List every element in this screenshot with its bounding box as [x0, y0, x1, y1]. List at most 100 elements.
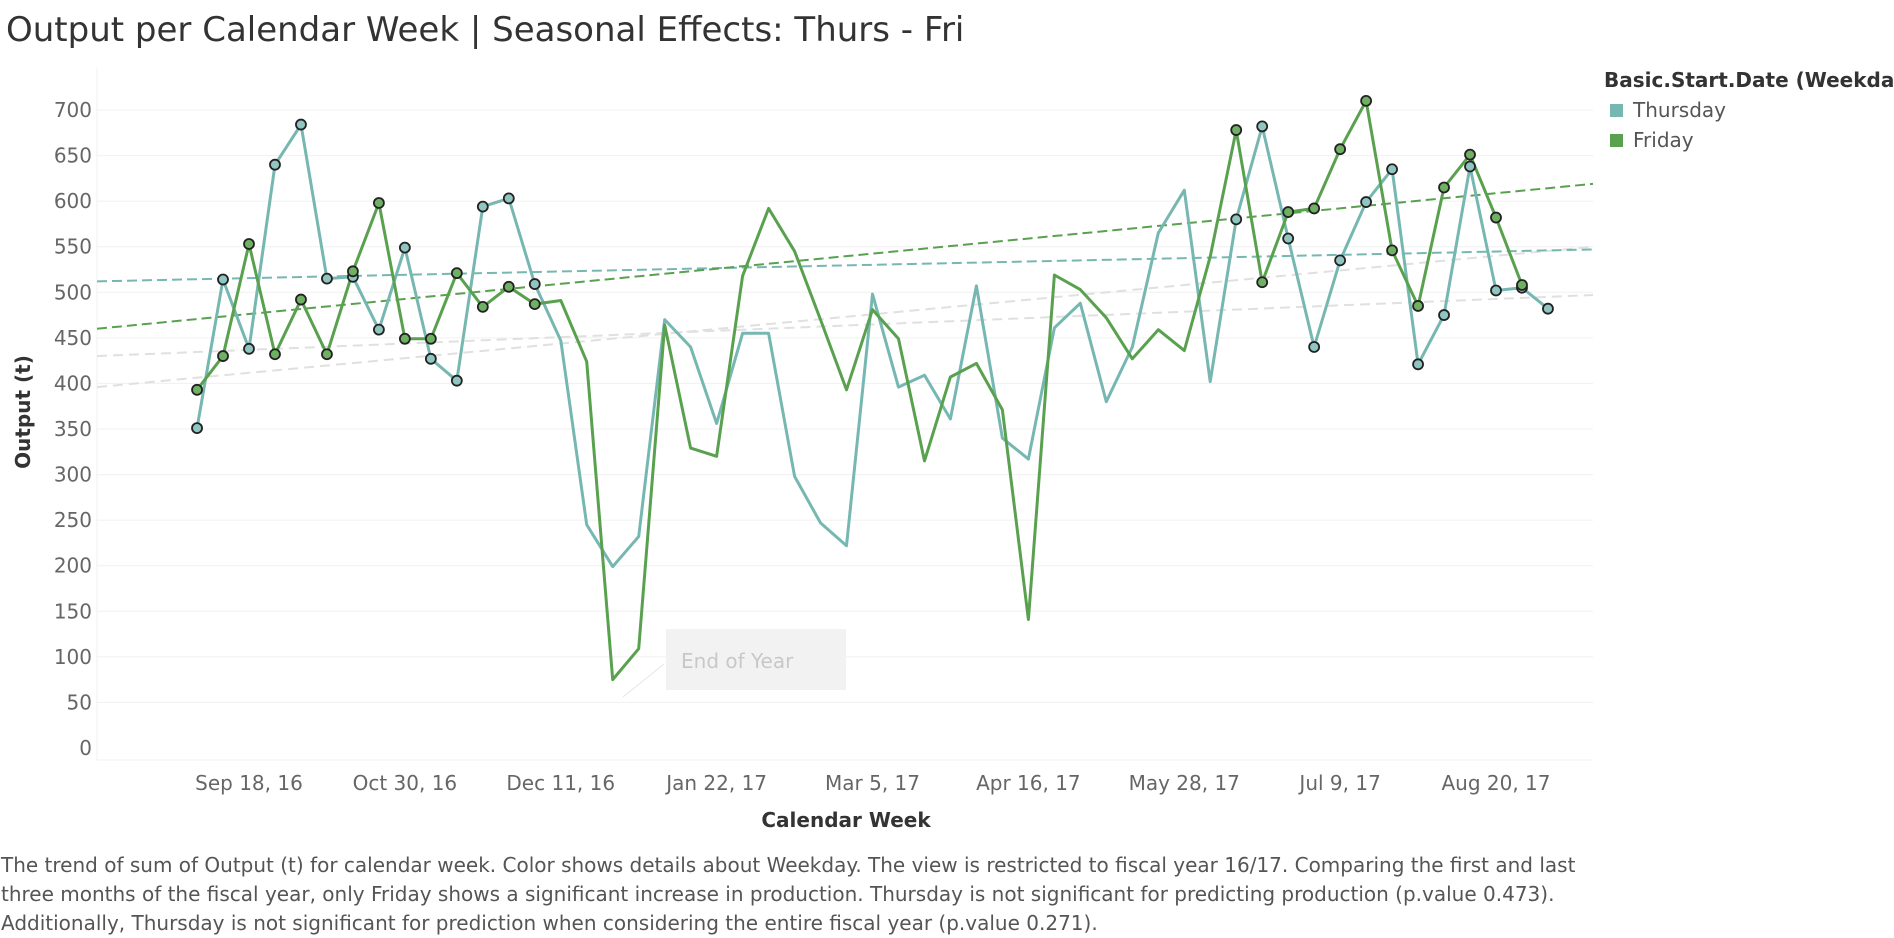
data-point-thursday[interactable] — [1464, 160, 1476, 173]
data-point-friday[interactable] — [450, 267, 463, 280]
data-point-thursday[interactable] — [1308, 341, 1321, 353]
legend-label-thursday: Thursday — [1633, 98, 1726, 122]
data-point-friday[interactable] — [269, 348, 281, 361]
data-point-friday[interactable] — [424, 332, 437, 345]
y-tick-label: 450 — [54, 326, 92, 350]
data-point-friday[interactable] — [1516, 279, 1528, 291]
x-axis-ticks: Sep 18, 16 Oct 30, 16 Dec 11, 16 Jan 22, 17… — [195, 771, 1550, 795]
x-axis-label: Calendar Week — [761, 808, 931, 832]
y-tick-label: 250 — [54, 508, 92, 532]
x-tick-label: Oct 30, 16 — [353, 771, 458, 795]
data-point-friday[interactable] — [295, 293, 307, 306]
data-point-friday[interactable] — [476, 300, 489, 313]
data-point-thursday[interactable] — [424, 352, 437, 365]
y-tick-label: 500 — [54, 280, 92, 304]
y-tick-label: 650 — [54, 144, 92, 168]
legend-label-friday: Friday — [1633, 128, 1694, 152]
data-point-friday[interactable] — [398, 332, 411, 345]
data-point-friday[interactable] — [191, 383, 203, 396]
data-point-thursday[interactable] — [295, 118, 307, 131]
legend-title: Basic.Start.Date (Weekdays) — [1604, 68, 1894, 92]
data-point-thursday[interactable] — [1256, 120, 1269, 133]
data-point-friday[interactable] — [1360, 94, 1373, 107]
data-point-thursday[interactable] — [528, 278, 541, 290]
data-point-friday[interactable] — [1308, 202, 1321, 215]
y-tick-label: 0 — [79, 736, 92, 760]
data-point-thursday[interactable] — [502, 192, 515, 205]
data-point-thursday[interactable] — [1412, 358, 1424, 371]
gridlines — [96, 68, 1593, 761]
caption-line: Additionally, Thursday is not significan… — [1, 911, 1098, 935]
data-point-friday[interactable] — [372, 197, 385, 209]
data-point-friday[interactable] — [528, 298, 541, 311]
line-chart[interactable]: 0 50 100 150 200 250 300 350 400 450 500 550 600 650 7… — [0, 0, 1894, 840]
data-point-friday[interactable] — [321, 348, 333, 361]
legend-swatch-thursday — [1610, 103, 1623, 117]
data-point-thursday[interactable] — [398, 241, 411, 254]
data-point-friday[interactable] — [1490, 211, 1502, 224]
data-point-thursday[interactable] — [321, 272, 333, 285]
data-point-friday[interactable] — [1256, 276, 1269, 289]
data-point-friday[interactable] — [217, 350, 229, 362]
data-point-friday[interactable] — [243, 238, 255, 250]
annotation-connector — [622, 663, 665, 698]
y-tick-label: 700 — [54, 98, 92, 122]
data-point-friday[interactable] — [1230, 124, 1243, 136]
legend-item-thursday[interactable]: Thursday — [1610, 98, 1894, 122]
x-tick-label: Jul 9, 17 — [1297, 771, 1380, 795]
y-tick-label: 300 — [54, 463, 92, 487]
x-tick-label: Aug 20, 17 — [1441, 771, 1550, 795]
chart-caption: The trend of sum of Output (t) for calen… — [1, 851, 1601, 938]
y-tick-label: 150 — [54, 599, 92, 623]
x-tick-label: May 28, 17 — [1129, 771, 1240, 795]
data-point-thursday[interactable] — [269, 158, 281, 171]
data-point-friday[interactable] — [502, 280, 515, 293]
annotation-text: End of Year — [681, 649, 794, 673]
data-point-thursday[interactable] — [243, 342, 255, 355]
data-point-friday[interactable] — [347, 265, 359, 278]
data-point-thursday[interactable] — [450, 374, 463, 387]
x-tick-label: Apr 16, 17 — [976, 771, 1081, 795]
y-tick-label: 400 — [54, 371, 92, 395]
series-markers[interactable] — [191, 94, 1554, 434]
data-point-friday[interactable] — [1386, 244, 1398, 257]
x-tick-label: Dec 11, 16 — [506, 771, 615, 795]
data-point-thursday[interactable] — [476, 200, 489, 213]
data-point-thursday[interactable] — [1230, 213, 1243, 226]
data-point-friday[interactable] — [1282, 206, 1295, 218]
series-line-thursday — [195, 123, 1549, 569]
data-point-thursday[interactable] — [217, 273, 229, 286]
y-tick-label: 600 — [54, 189, 92, 213]
chart-title: Output per Calendar Week | Seasonal Effe… — [6, 10, 965, 50]
data-point-friday[interactable] — [1412, 300, 1424, 312]
y-tick-label: 550 — [54, 235, 92, 259]
data-point-friday[interactable] — [1334, 143, 1347, 156]
caption-line: three months of the fiscal year, only Fr… — [1, 882, 1555, 906]
data-point-friday[interactable] — [1464, 148, 1476, 161]
faint-trend-line — [96, 294, 1594, 358]
data-point-thursday[interactable] — [1438, 309, 1450, 321]
series-line-friday — [195, 99, 1524, 682]
faint-trend-lines — [96, 245, 1594, 389]
data-point-thursday[interactable] — [1386, 163, 1398, 176]
legend: Basic.Start.Date (Weekdays) Thursday Fri… — [1604, 68, 1894, 152]
annotation-box — [666, 629, 846, 690]
y-tick-label: 200 — [54, 554, 92, 578]
y-tick-label: 50 — [67, 690, 92, 714]
data-point-thursday[interactable] — [1360, 196, 1373, 208]
data-point-thursday[interactable] — [191, 422, 203, 434]
y-axis-label: Output (t) — [11, 355, 35, 469]
y-tick-label: 100 — [54, 645, 92, 669]
legend-item-friday[interactable]: Friday — [1610, 128, 1894, 152]
data-point-thursday[interactable] — [1334, 254, 1347, 267]
data-point-friday[interactable] — [1438, 181, 1450, 194]
x-tick-label: Mar 5, 17 — [825, 771, 920, 795]
caption-line: The trend of sum of Output (t) for calen… — [1, 853, 1576, 877]
data-point-thursday[interactable] — [372, 323, 385, 336]
data-point-thursday[interactable] — [1282, 232, 1295, 245]
data-point-thursday[interactable] — [1542, 302, 1554, 315]
faint-trend-line — [96, 245, 1594, 389]
x-tick-label: Jan 22, 17 — [664, 771, 767, 795]
trend-line-friday — [96, 182, 1594, 330]
data-point-thursday[interactable] — [1490, 284, 1502, 297]
